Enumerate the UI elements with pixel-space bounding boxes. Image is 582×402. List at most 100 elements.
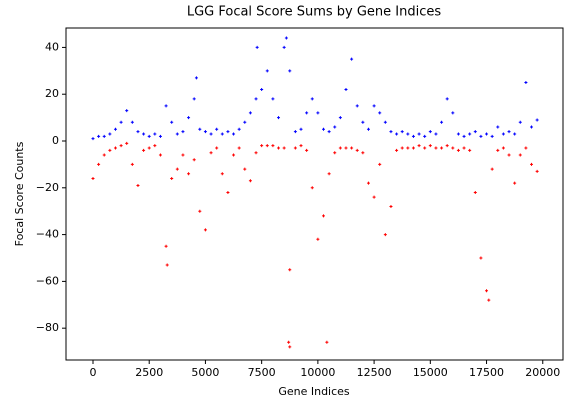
- point: [198, 209, 202, 213]
- point: [440, 120, 444, 124]
- point: [220, 172, 224, 176]
- point: [277, 146, 281, 150]
- point: [198, 127, 202, 131]
- point: [321, 127, 325, 131]
- point: [271, 97, 275, 101]
- point: [496, 148, 500, 152]
- point: [243, 120, 247, 124]
- point: [215, 127, 219, 131]
- point: [406, 146, 410, 150]
- x-tick-label: 10000: [300, 366, 335, 379]
- plot-frame: [65, 27, 564, 361]
- point: [456, 132, 460, 136]
- point: [287, 340, 291, 344]
- point: [130, 162, 134, 166]
- point: [383, 233, 387, 237]
- point: [91, 176, 95, 180]
- point: [288, 69, 292, 73]
- point: [305, 148, 309, 152]
- point: [372, 104, 376, 108]
- point: [361, 120, 365, 124]
- point: [310, 186, 314, 190]
- point: [136, 130, 140, 134]
- point: [165, 263, 169, 267]
- point: [254, 151, 258, 155]
- point: [395, 148, 399, 152]
- point: [456, 148, 460, 152]
- chart-title: LGG Focal Score Sums by Gene Indices: [187, 5, 442, 20]
- point: [153, 132, 157, 136]
- point: [411, 134, 415, 138]
- y-tick-label: −20: [36, 181, 59, 194]
- point: [507, 130, 511, 134]
- point: [209, 132, 213, 136]
- point: [192, 158, 196, 162]
- point: [350, 146, 354, 150]
- point: [445, 144, 449, 148]
- point: [535, 118, 539, 122]
- point: [462, 146, 466, 150]
- point: [248, 179, 252, 183]
- y-tick-label: 40: [45, 40, 59, 53]
- point: [366, 127, 370, 131]
- y-axis-label: Focal Score Counts: [13, 141, 26, 246]
- point: [282, 146, 286, 150]
- point: [293, 130, 297, 134]
- point: [277, 116, 281, 120]
- point: [507, 153, 511, 157]
- point: [333, 151, 337, 155]
- point: [125, 109, 129, 113]
- point: [284, 36, 288, 40]
- x-tick-label: 12500: [357, 366, 392, 379]
- point: [248, 111, 252, 115]
- point: [288, 345, 292, 349]
- point: [119, 120, 123, 124]
- point: [265, 144, 269, 148]
- point: [355, 148, 359, 152]
- point: [513, 132, 517, 136]
- point: [102, 134, 106, 138]
- point: [316, 237, 320, 241]
- point: [344, 146, 348, 150]
- point: [378, 111, 382, 115]
- point: [518, 120, 522, 124]
- y-tick-label: −40: [36, 228, 59, 241]
- point: [473, 130, 477, 134]
- point: [142, 132, 146, 136]
- point: [423, 134, 427, 138]
- point: [406, 132, 410, 136]
- point: [181, 153, 185, 157]
- point: [518, 153, 522, 157]
- point: [282, 45, 286, 49]
- point: [417, 132, 421, 136]
- point: [327, 130, 331, 134]
- point: [271, 144, 275, 148]
- x-tick-label: 17500: [469, 366, 504, 379]
- point: [400, 146, 404, 150]
- point: [417, 144, 421, 148]
- point: [220, 132, 224, 136]
- x-tick-label: 7500: [248, 366, 276, 379]
- point: [255, 45, 259, 49]
- point: [97, 162, 101, 166]
- point: [428, 144, 432, 148]
- point: [487, 298, 491, 302]
- point: [305, 111, 309, 115]
- point: [490, 134, 494, 138]
- point: [108, 148, 112, 152]
- point: [164, 104, 168, 108]
- point: [468, 132, 472, 136]
- point: [164, 244, 168, 248]
- point: [310, 97, 314, 101]
- point: [462, 134, 466, 138]
- point: [485, 132, 489, 136]
- point: [501, 146, 505, 150]
- point: [383, 120, 387, 124]
- point: [97, 134, 101, 138]
- point: [232, 132, 236, 136]
- point: [434, 146, 438, 150]
- point: [451, 146, 455, 150]
- y-tick-label: 0: [52, 134, 59, 147]
- point: [423, 146, 427, 150]
